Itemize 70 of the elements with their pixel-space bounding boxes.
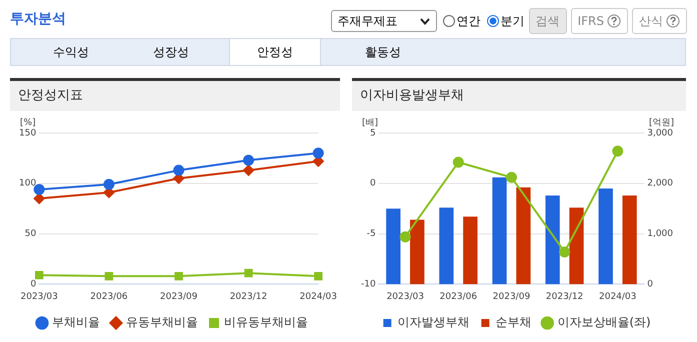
- x-tick-label: 2023/06: [440, 292, 478, 302]
- chart-title: 안정성지표: [10, 81, 340, 111]
- point: [173, 164, 184, 176]
- bar: [516, 187, 531, 284]
- text: 활동성: [364, 44, 402, 61]
- legend-label: 이자발생부채: [397, 315, 470, 330]
- legend-label: 유동부채비율: [126, 315, 198, 330]
- x-tick-label: 2024/03: [300, 292, 337, 302]
- text: 수익성: [52, 44, 90, 61]
- y-tick-label: 0: [30, 280, 36, 290]
- y-tick-label: 150: [18, 128, 36, 138]
- point: [612, 146, 624, 157]
- x-tick-label: 2024/03: [598, 292, 636, 302]
- legend-label: 비유동부채비율: [224, 315, 308, 330]
- bar: [598, 188, 613, 284]
- x-tick-label: 2023/12: [546, 292, 584, 302]
- legend-label: 순부채: [495, 315, 532, 330]
- point: [400, 231, 411, 242]
- point: [103, 178, 114, 190]
- point: [34, 270, 44, 280]
- x-tick-label: 2023/09: [492, 292, 530, 302]
- y-tick-label: 0: [370, 178, 376, 189]
- text: 안정성: [229, 39, 321, 65]
- text: 분기: [500, 12, 525, 30]
- x-tick-label: 2023/03: [386, 292, 424, 302]
- point: [104, 272, 114, 280]
- text: 투자분석: [10, 10, 66, 28]
- text: 검색: [528, 8, 567, 34]
- y-tick-label: 5: [370, 128, 376, 138]
- x-tick-label: 2023/03: [20, 292, 58, 302]
- text: 주재무제표: [338, 12, 398, 30]
- y2-tick-label: 1,000: [647, 229, 674, 240]
- text: 산식: [632, 8, 687, 34]
- x-tick-label: 2023/06: [90, 292, 128, 302]
- text: 성장성: [152, 44, 190, 61]
- y-axis-title: [배]: [362, 118, 378, 128]
- x-tick-label: 2023/12: [230, 292, 268, 302]
- point: [34, 193, 45, 204]
- bar: [569, 208, 584, 284]
- y2-tick-label: 3,000: [647, 128, 674, 138]
- point: [452, 156, 464, 168]
- bar: [410, 220, 424, 284]
- point: [314, 272, 322, 280]
- chart-title: 이자비용발생부채: [352, 81, 686, 111]
- bar: [622, 195, 637, 284]
- point: [243, 154, 254, 166]
- point: [244, 268, 253, 278]
- bar: [492, 177, 507, 284]
- text: 연간: [456, 12, 481, 30]
- y-axis-title: [%]: [20, 118, 36, 128]
- point: [174, 272, 183, 280]
- point: [243, 164, 254, 176]
- bar: [386, 208, 400, 284]
- y-tick-label: 50: [24, 229, 36, 240]
- legend-label: 부채비율: [52, 315, 100, 330]
- point: [559, 246, 570, 258]
- legend-label: 이자보상배율(좌): [557, 315, 651, 330]
- y2-tick-label: 0: [647, 280, 654, 290]
- y-tick-label: 100: [18, 178, 36, 189]
- point: [312, 148, 324, 159]
- text: IFRS: [570, 8, 628, 34]
- x-tick-label: 2023/09: [160, 292, 198, 302]
- y-tick-label: -10: [360, 280, 376, 290]
- bar: [439, 208, 454, 284]
- y2-axis-title: [억원]: [648, 118, 674, 128]
- y-tick-label: -5: [366, 229, 376, 240]
- bar: [463, 216, 478, 284]
- y2-tick-label: 2,000: [647, 178, 674, 189]
- bar: [545, 195, 560, 284]
- point: [506, 172, 517, 183]
